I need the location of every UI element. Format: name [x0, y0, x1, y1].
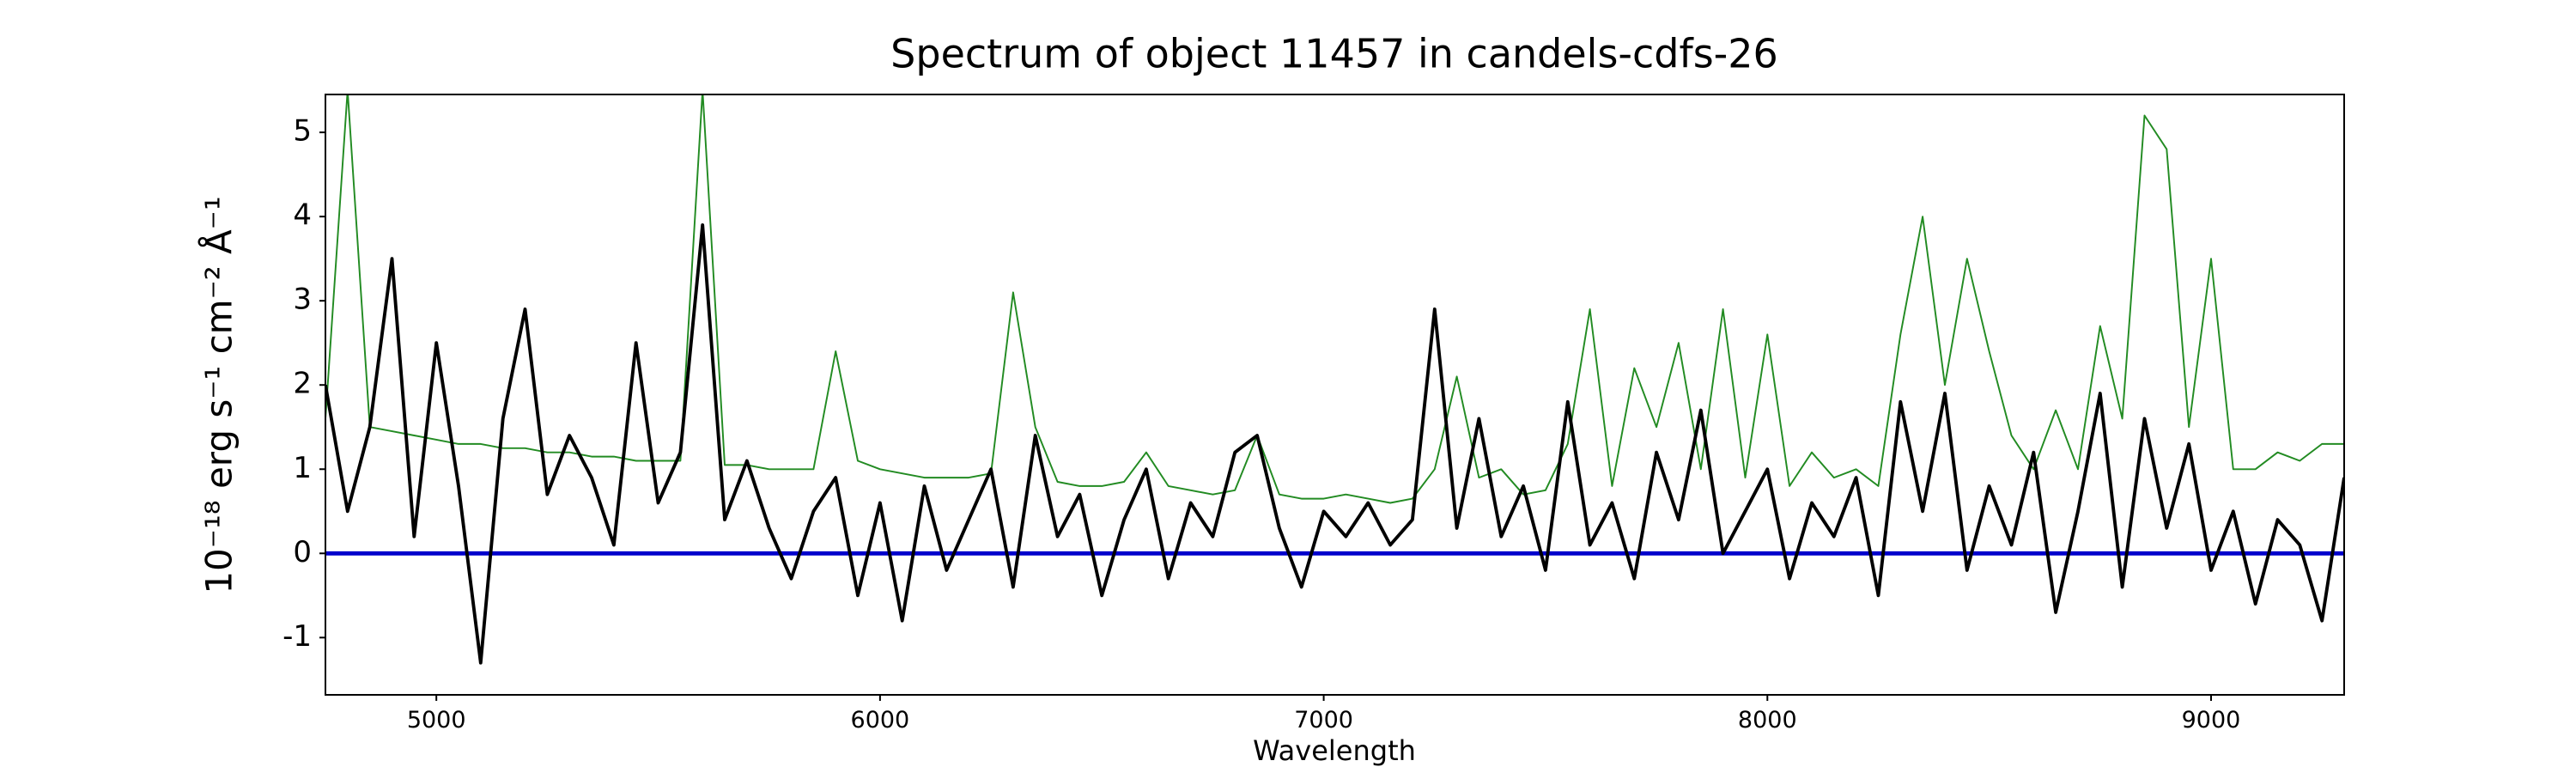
y-tick-label: -1: [283, 619, 312, 654]
spectrum-line: [325, 223, 2344, 665]
y-tick-label: 0: [293, 535, 312, 569]
y-tick-label: 4: [293, 198, 312, 233]
y-tick-label: 2: [293, 367, 312, 401]
x-tick-label: 6000: [851, 707, 910, 733]
y-tick-label: 5: [293, 114, 312, 149]
x-tick-label: 5000: [407, 707, 466, 733]
chart-title: Spectrum of object 11457 in candels-cdfs…: [890, 31, 1778, 77]
y-tick-label: 1: [293, 451, 312, 485]
x-axis-label: Wavelength: [1253, 734, 1416, 767]
x-tick-label: 8000: [1738, 707, 1797, 733]
x-tick-label: 7000: [1294, 707, 1353, 733]
y-tick-label: 3: [293, 283, 312, 317]
axes-frame: [325, 94, 2345, 696]
spectrum-line: [325, 94, 2344, 504]
x-tick-label: 9000: [2182, 707, 2241, 733]
plot-area: [325, 94, 2344, 665]
y-axis-label: 10⁻¹⁸ erg s⁻¹ cm⁻² Å⁻¹: [197, 196, 240, 593]
